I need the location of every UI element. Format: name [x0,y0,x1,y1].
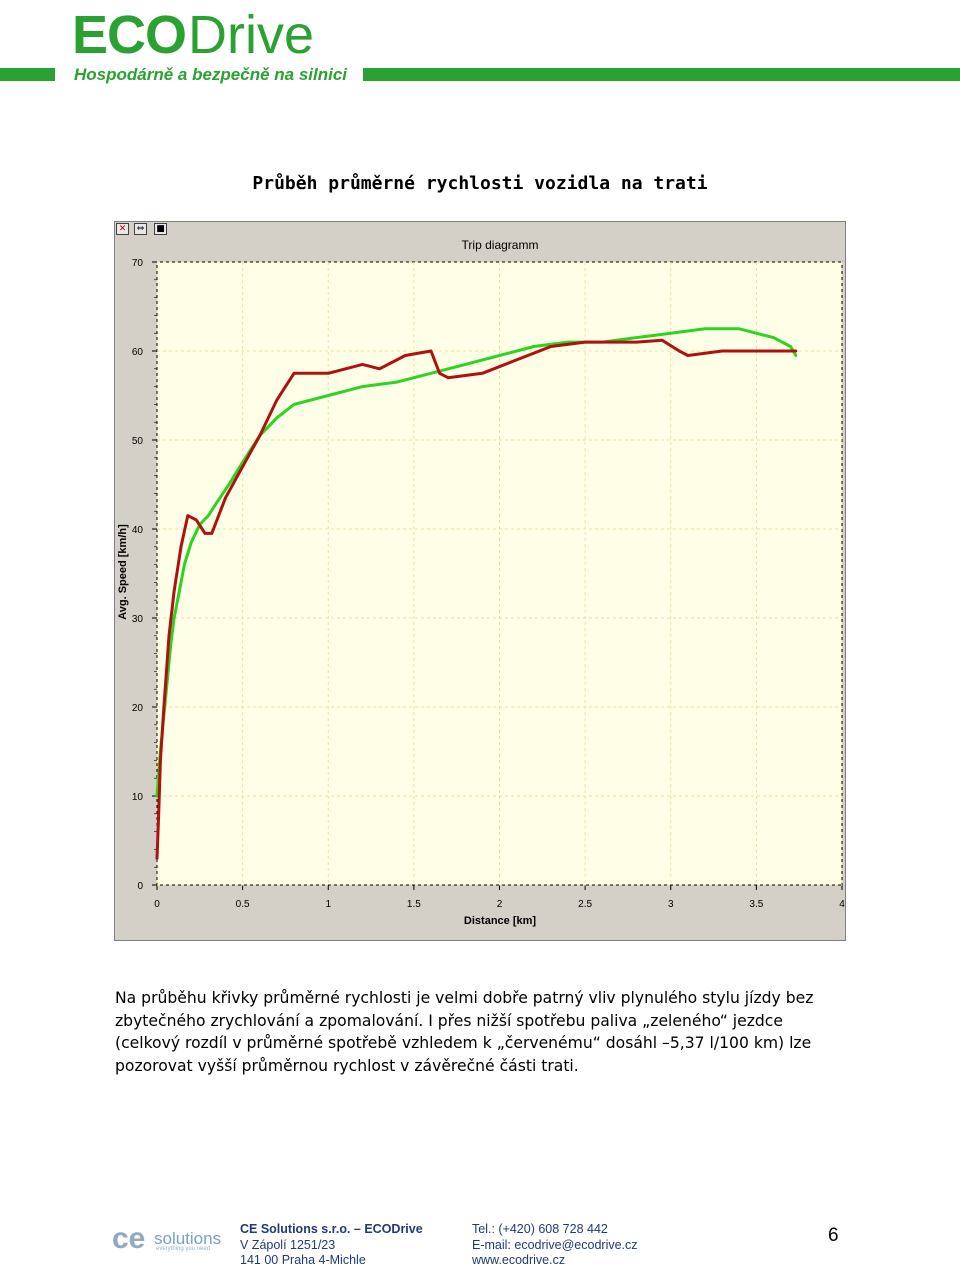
x-tick-label: 2.5 [578,899,592,910]
y-tick-label: 40 [132,525,144,536]
x-tick-label: 1 [325,899,331,910]
ce-logo-text: solutions [154,1229,222,1248]
trip-diagram-window: ✕ ⇔ ■ 0 0.5 1 1.5 2 2.5 3 3.5 4 0 10 20 30 40 50 60 70 Tr… [114,221,846,941]
footer-tel: Tel.: (+420) 608 728 442 [472,1222,608,1236]
page-title: Průběh průměrné rychlosti vozidla na tra… [252,173,708,194]
chart-title: Trip diagramm [462,238,539,252]
x-tick-label: 1.5 [407,899,421,910]
logo-drive-text: Drive [188,5,315,65]
footer-city: 141 00 Praha 4-Michle [240,1253,366,1267]
header-band-right [363,68,960,81]
footer-contact: Tel.: (+420) 608 728 442 E-mail: ecodriv… [472,1222,638,1269]
y-tick-label: 70 [132,258,144,269]
footer-email[interactable]: E-mail: ecodrive@ecodrive.cz [472,1237,638,1252]
x-tick-label: 4 [839,899,845,910]
body-paragraph: Na průběhu křivky průměrné rychlosti je … [115,989,814,1075]
y-tick-label: 60 [132,347,144,358]
y-tick-label: 20 [132,703,144,714]
x-tick-label: 3.5 [749,899,763,910]
close-icon[interactable]: ✕ [116,223,129,235]
x-tick-label: 0.5 [236,899,250,910]
ce-logo-glyph: ce [112,1222,146,1255]
y-tick-label: 30 [132,614,144,625]
logo-eco-text: ECO [72,5,187,65]
header-band-left [0,68,55,81]
x-tick-label: 0 [154,899,160,910]
page-number: 6 [828,1225,839,1246]
ce-logo-subtext: everything you need [156,1246,211,1252]
y-axis-label: Avg. Speed [km/h] [117,524,129,620]
footer-address: CE Solutions s.r.o. – ECODrive V Zápolí … [240,1222,423,1269]
x-axis-label: Distance [km] [464,915,536,927]
series-line-0 [155,327,798,798]
footer: ce solutions everything you need CE Solu… [0,1220,960,1267]
y-tick-label: 50 [132,436,144,447]
footer-company: CE Solutions s.r.o. – ECODrive [240,1222,423,1236]
x-tick-label: 2 [497,899,503,910]
x-tick-label: 3 [668,899,674,910]
y-tick-label: 10 [132,792,144,803]
stop-icon[interactable]: ■ [154,223,167,235]
footer-street: V Zápolí 1251/23 [240,1237,336,1252]
footer-web[interactable]: www.ecodrive.cz [472,1253,566,1267]
ecodrive-logo: ECO Drive [72,6,314,62]
series-line-1 [155,338,798,860]
y-tick-label: 0 [137,881,143,892]
header-tagline: Hospodárně a bezpečně na silnici [74,65,348,84]
arrows-icon[interactable]: ⇔ [134,223,147,235]
